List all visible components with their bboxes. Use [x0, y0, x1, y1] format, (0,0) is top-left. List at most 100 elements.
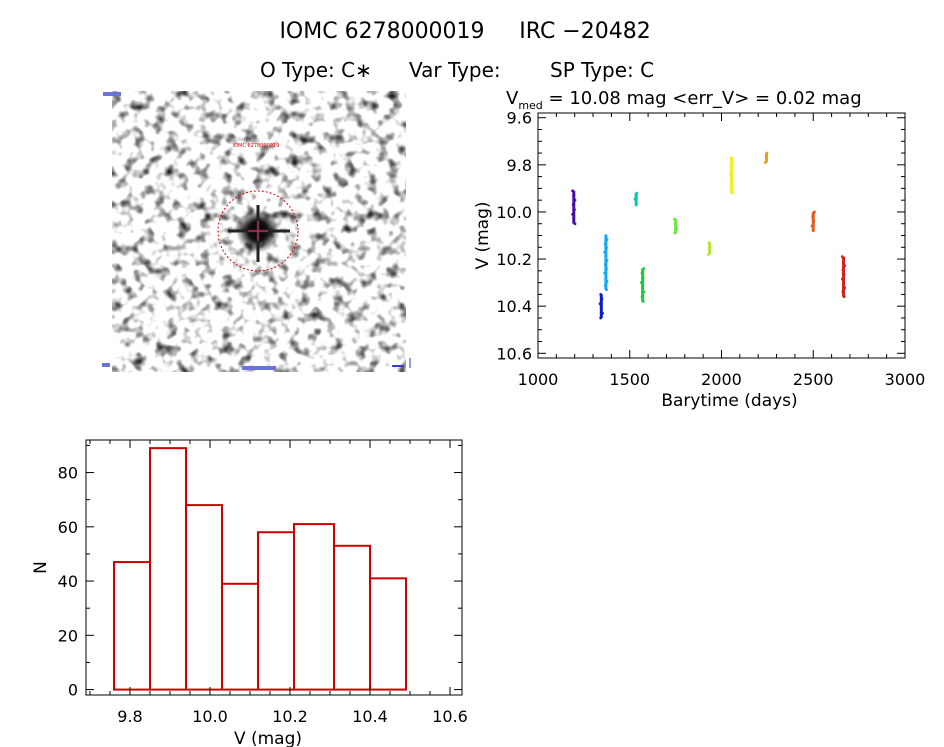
lc-point [674, 222, 678, 226]
lc-point [812, 219, 816, 223]
lc-y-tick-label: 9.6 [507, 109, 532, 128]
lc-point [572, 217, 576, 221]
lc-y-axis-label: V (mag) [473, 201, 493, 269]
lc-x-tick-label: 1000 [518, 370, 559, 389]
lc-point [641, 285, 644, 289]
lc-point [731, 182, 735, 186]
lc-point [640, 295, 644, 299]
lc-point [730, 156, 733, 160]
lc-point [840, 277, 844, 281]
lc-x-tick-label: 2000 [701, 370, 742, 389]
lc-point [639, 281, 643, 285]
lc-series-s8 [728, 156, 735, 195]
hist-y-tick-label: 20 [58, 626, 78, 645]
lc-point [605, 279, 609, 283]
lc-point [604, 275, 608, 279]
lc-point [811, 229, 815, 233]
lc-point [673, 217, 676, 221]
header-object-type: O Type: C∗ [260, 58, 372, 82]
lc-point [811, 215, 815, 219]
lc-point [841, 268, 845, 272]
lc-point-cluster [674, 219, 678, 234]
hist-x-tick-label: 10.0 [192, 707, 228, 726]
marker-label: IOMC 6278000019 [233, 143, 280, 149]
lc-point [730, 191, 734, 195]
lc-point [729, 187, 733, 191]
lc-point [810, 224, 814, 228]
lc-point [728, 174, 732, 177]
lc-point [599, 307, 603, 310]
lc-point [571, 212, 574, 216]
hist-bar [113, 561, 151, 691]
lc-point-cluster [572, 190, 576, 224]
hist-bar [149, 447, 187, 691]
lc-point [731, 160, 735, 164]
lc-point [599, 292, 603, 296]
hist-y-tick-label: 40 [58, 572, 78, 591]
lc-point [842, 295, 846, 299]
star-field-image: IOMC 6278000019 [102, 91, 411, 372]
hist-axes-frame [85, 439, 463, 696]
hist-bar [221, 582, 259, 691]
lc-point [605, 288, 608, 292]
lc-point [603, 242, 607, 246]
header-object-id: IOMC 6278000019 [279, 19, 484, 44]
hist-y-tick-label: 0 [68, 681, 78, 700]
lc-point [641, 276, 645, 280]
lc-series-s9 [763, 151, 769, 164]
lc-title-rest: = 10.08 mag <err_V> = 0.02 mag [543, 88, 862, 109]
lc-series-s7 [706, 241, 712, 256]
lc-title-sub: med [518, 99, 542, 112]
lc-series-s3 [603, 234, 609, 292]
lc-series-s10 [810, 210, 816, 233]
light-curve-plot: Vmed = 10.08 mag <err_V> = 0.02 mag 1000 1… [473, 88, 925, 411]
hist-y-tick-label: 80 [58, 464, 78, 483]
lc-point [605, 246, 608, 250]
hist-y-axis-label: N [31, 561, 51, 574]
lc-point [600, 297, 604, 301]
hist-bar [257, 531, 295, 691]
lc-point-cluster [764, 153, 768, 163]
lc-axes-frame [537, 112, 906, 359]
hist-x-tick-label: 10.4 [352, 707, 388, 726]
lc-point [675, 227, 679, 230]
hist-bar [333, 544, 371, 691]
lc-point [634, 203, 638, 207]
hist-x-tick-label: 9.8 [117, 707, 142, 726]
lc-point [603, 263, 607, 267]
lc-point [641, 300, 645, 303]
lc-series-s2 [598, 292, 604, 320]
lc-point [603, 284, 607, 287]
lc-point [642, 290, 646, 294]
lc-point [843, 264, 847, 268]
lc-y-tick-label: 10.2 [496, 250, 532, 269]
lc-point [729, 165, 733, 168]
lc-point [572, 194, 576, 197]
lc-point [573, 222, 577, 226]
lc-point [603, 271, 607, 275]
lc-point [730, 178, 733, 182]
hist-y-tick-label: 60 [58, 518, 78, 537]
lc-point [605, 267, 608, 271]
magnitude-histogram: 9.8 10.0 10.2 10.4 10.6 0 20 40 60 80 V (mag) N [31, 439, 468, 747]
corner-mark-bottom [242, 366, 276, 370]
lc-point [708, 247, 712, 250]
lc-y-tick-label: 10.4 [496, 297, 532, 316]
lc-series-s5 [639, 267, 646, 303]
hist-bar [185, 504, 223, 691]
lc-point [635, 191, 639, 195]
hist-bar [369, 577, 407, 691]
lc-point [673, 231, 677, 235]
lc-point-cluster [842, 256, 846, 297]
lc-point [640, 271, 644, 275]
lc-series-s4 [633, 191, 639, 207]
lc-point [571, 189, 574, 193]
lc-point [599, 316, 603, 320]
lc-point [843, 286, 847, 290]
lc-point [605, 238, 609, 242]
lc-point [603, 250, 607, 254]
lc-point-cluster [604, 235, 608, 290]
hist-bar [293, 523, 335, 691]
lc-point [604, 254, 608, 258]
